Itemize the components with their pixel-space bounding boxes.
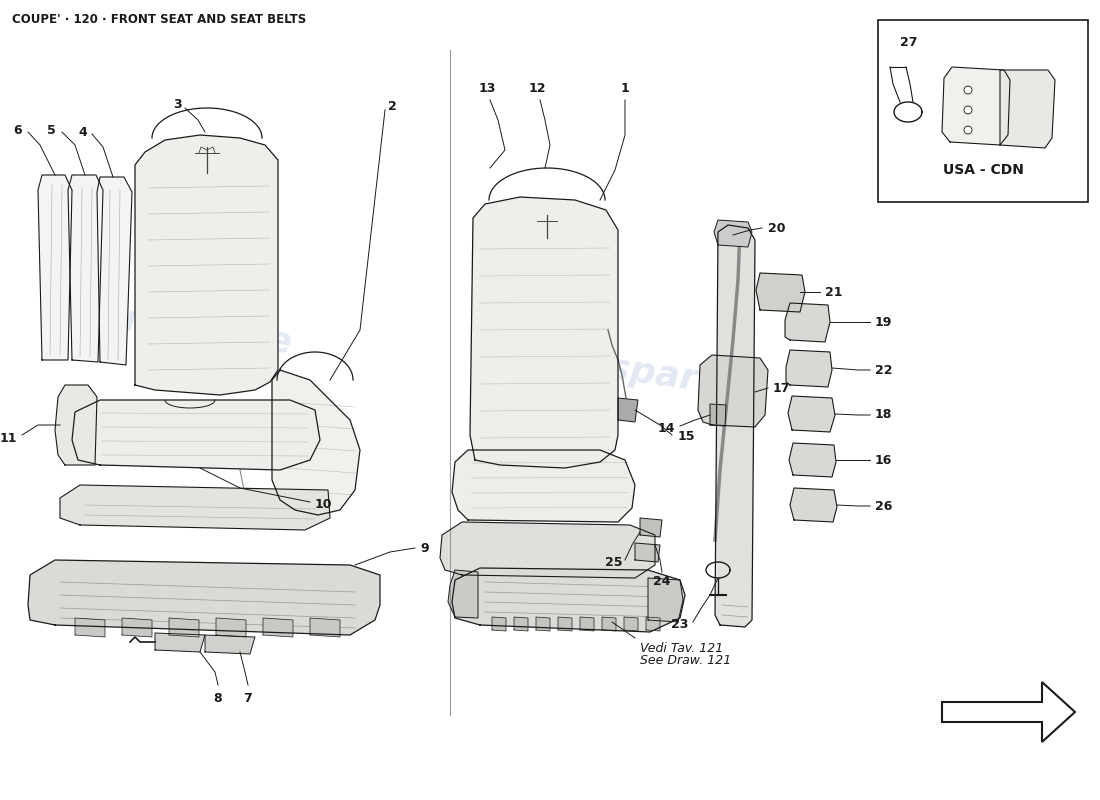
- Text: COUPE' · 120 · FRONT SEAT AND SEAT BELTS: COUPE' · 120 · FRONT SEAT AND SEAT BELTS: [12, 13, 306, 26]
- Circle shape: [964, 86, 972, 94]
- Text: 12: 12: [528, 82, 546, 95]
- Text: 15: 15: [678, 430, 695, 443]
- Polygon shape: [602, 617, 616, 631]
- Text: 22: 22: [874, 363, 892, 377]
- Polygon shape: [715, 225, 755, 627]
- Polygon shape: [790, 488, 837, 522]
- Polygon shape: [68, 175, 103, 362]
- Polygon shape: [785, 303, 830, 342]
- Polygon shape: [263, 618, 293, 637]
- Text: eurospare: eurospare: [85, 298, 295, 362]
- Polygon shape: [440, 522, 654, 578]
- Text: 20: 20: [768, 222, 785, 234]
- Text: 23: 23: [671, 618, 688, 631]
- Polygon shape: [788, 396, 835, 432]
- Polygon shape: [28, 560, 379, 635]
- Polygon shape: [536, 617, 550, 631]
- Polygon shape: [205, 635, 255, 654]
- Polygon shape: [580, 617, 594, 631]
- Polygon shape: [646, 617, 660, 631]
- Polygon shape: [155, 633, 205, 652]
- Text: 24: 24: [653, 575, 671, 588]
- Polygon shape: [39, 175, 72, 360]
- Polygon shape: [75, 618, 104, 637]
- Polygon shape: [786, 350, 832, 387]
- Text: 2: 2: [388, 101, 397, 114]
- Text: 27: 27: [900, 35, 917, 49]
- Polygon shape: [714, 220, 752, 247]
- Text: 8: 8: [213, 692, 222, 705]
- Polygon shape: [272, 370, 360, 515]
- Text: 16: 16: [874, 454, 892, 466]
- Circle shape: [964, 106, 972, 114]
- Polygon shape: [942, 67, 1010, 145]
- Polygon shape: [756, 273, 805, 312]
- Text: 1: 1: [620, 82, 629, 95]
- Polygon shape: [470, 197, 618, 468]
- Circle shape: [964, 126, 972, 134]
- Polygon shape: [60, 485, 330, 530]
- Text: 13: 13: [478, 82, 496, 95]
- Text: 18: 18: [874, 409, 892, 422]
- Polygon shape: [710, 404, 726, 426]
- Text: 14: 14: [658, 422, 675, 434]
- Text: 19: 19: [874, 315, 892, 329]
- Polygon shape: [452, 450, 635, 522]
- Polygon shape: [635, 543, 660, 562]
- Polygon shape: [492, 617, 506, 631]
- Polygon shape: [789, 443, 836, 477]
- Polygon shape: [558, 617, 572, 631]
- Bar: [878, 20, 1088, 202]
- Text: 21: 21: [825, 286, 843, 298]
- Polygon shape: [135, 135, 278, 395]
- Polygon shape: [514, 617, 528, 631]
- Text: 6: 6: [13, 123, 22, 137]
- Polygon shape: [452, 568, 685, 632]
- Text: USA - CDN: USA - CDN: [943, 163, 1023, 177]
- Polygon shape: [618, 398, 638, 422]
- Polygon shape: [72, 400, 320, 470]
- Polygon shape: [942, 682, 1075, 742]
- Polygon shape: [698, 355, 768, 427]
- Text: 11: 11: [0, 431, 16, 445]
- Polygon shape: [640, 518, 662, 537]
- Text: 10: 10: [315, 498, 332, 510]
- Polygon shape: [97, 177, 132, 365]
- Text: eurospare: eurospare: [515, 338, 725, 402]
- Text: 9: 9: [420, 542, 429, 554]
- Text: 26: 26: [874, 499, 892, 513]
- Text: See Draw. 121: See Draw. 121: [640, 654, 732, 667]
- Text: 4: 4: [78, 126, 87, 138]
- Polygon shape: [1000, 70, 1055, 148]
- Text: 3: 3: [174, 98, 182, 111]
- Polygon shape: [448, 570, 478, 618]
- Text: 17: 17: [773, 382, 791, 394]
- Polygon shape: [624, 617, 638, 631]
- Polygon shape: [216, 618, 246, 637]
- Polygon shape: [310, 618, 340, 637]
- Text: 5: 5: [47, 123, 56, 137]
- Polygon shape: [55, 385, 97, 465]
- Polygon shape: [648, 578, 683, 622]
- Text: 7: 7: [243, 692, 252, 705]
- Text: 25: 25: [605, 557, 621, 570]
- Text: Vedi Tav. 121: Vedi Tav. 121: [640, 642, 724, 655]
- Polygon shape: [169, 618, 199, 637]
- Polygon shape: [122, 618, 152, 637]
